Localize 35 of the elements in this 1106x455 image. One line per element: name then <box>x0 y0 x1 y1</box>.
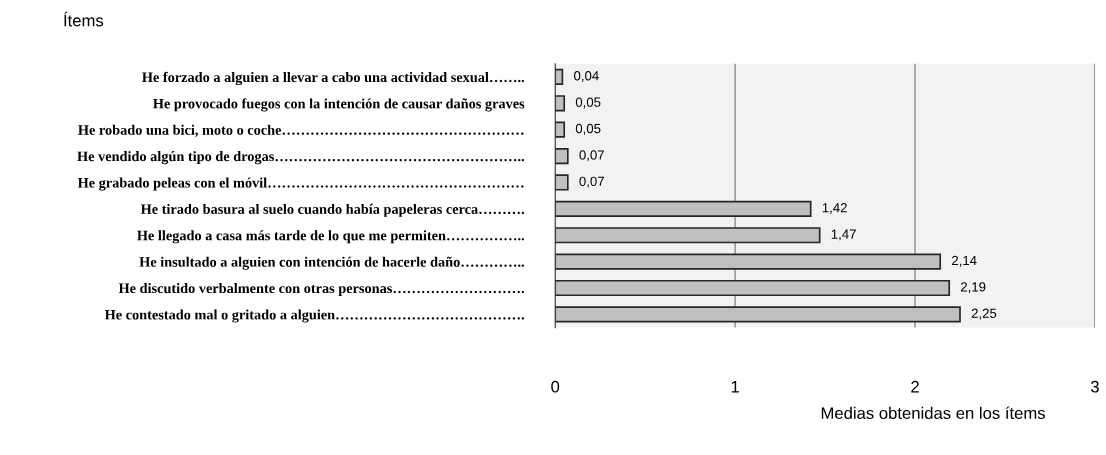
y-tick-label: He vendido algún tipo de drogas…………………………………………….. <box>77 151 525 165</box>
data-label: 1,42 <box>822 203 847 214</box>
y-tick-label: He grabado peleas con el móvil……………………………………………… <box>77 177 524 191</box>
x-tick-label: 3 <box>1090 380 1099 393</box>
bar <box>555 174 569 191</box>
x-tick-label: 2 <box>911 380 919 393</box>
x-axis-title: Medias obtenidas en los ítems <box>821 406 1045 420</box>
y-axis-title: Ítems <box>64 11 104 27</box>
y-tick-label: He llegado a casa más tarde de lo que me permiten…………….. <box>137 230 525 244</box>
bar <box>555 253 942 270</box>
bar <box>555 121 566 138</box>
bar <box>555 306 961 323</box>
y-tick-label: He robado una bici, moto o coche…………………………………………… <box>78 124 524 137</box>
data-label: 2,14 <box>951 255 977 267</box>
y-tick-label: He forzado a alguien a llevar a cabo una actividad sexual…….. <box>142 71 525 86</box>
data-label: 0,04 <box>574 71 599 82</box>
data-label: 2,19 <box>960 282 986 294</box>
x-tick-label: 1 <box>731 380 739 393</box>
y-tick-label: He provocado fuegos con la intención de causar daños graves <box>153 98 525 112</box>
bar <box>555 95 566 112</box>
data-label: 0,07 <box>579 176 604 188</box>
bar <box>555 147 569 165</box>
data-label: 2,25 <box>971 308 997 320</box>
y-tick-label: He insultado a alguien con intención de hacerle daño………….. <box>139 256 525 270</box>
bar <box>555 200 812 217</box>
x-tick-label: 0 <box>551 380 560 393</box>
data-label: 1,47 <box>831 229 856 241</box>
y-tick-label: He contestado mal o gritado a alguien…………………………………. <box>104 309 525 323</box>
bar <box>555 227 821 244</box>
data-label: 0,07 <box>579 150 604 162</box>
data-label: 0,05 <box>575 123 601 135</box>
bar <box>555 279 951 297</box>
y-tick-label: He discutido verbalmente con otras personas………………………. <box>118 283 525 297</box>
data-label: 0,05 <box>575 97 601 109</box>
y-tick-label: He tirado basura al suelo cuando había papeleras cerca………. <box>140 203 525 217</box>
